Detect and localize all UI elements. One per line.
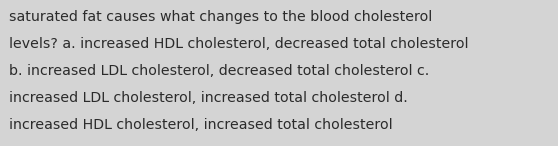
Text: b. increased LDL cholesterol, decreased total cholesterol c.: b. increased LDL cholesterol, decreased … <box>9 64 429 78</box>
Text: increased HDL cholesterol, increased total cholesterol: increased HDL cholesterol, increased tot… <box>9 118 393 132</box>
Text: increased LDL cholesterol, increased total cholesterol d.: increased LDL cholesterol, increased tot… <box>9 91 408 105</box>
Text: saturated fat causes what changes to the blood cholesterol: saturated fat causes what changes to the… <box>9 10 432 24</box>
Text: levels? a. increased HDL cholesterol, decreased total cholesterol: levels? a. increased HDL cholesterol, de… <box>9 37 468 51</box>
